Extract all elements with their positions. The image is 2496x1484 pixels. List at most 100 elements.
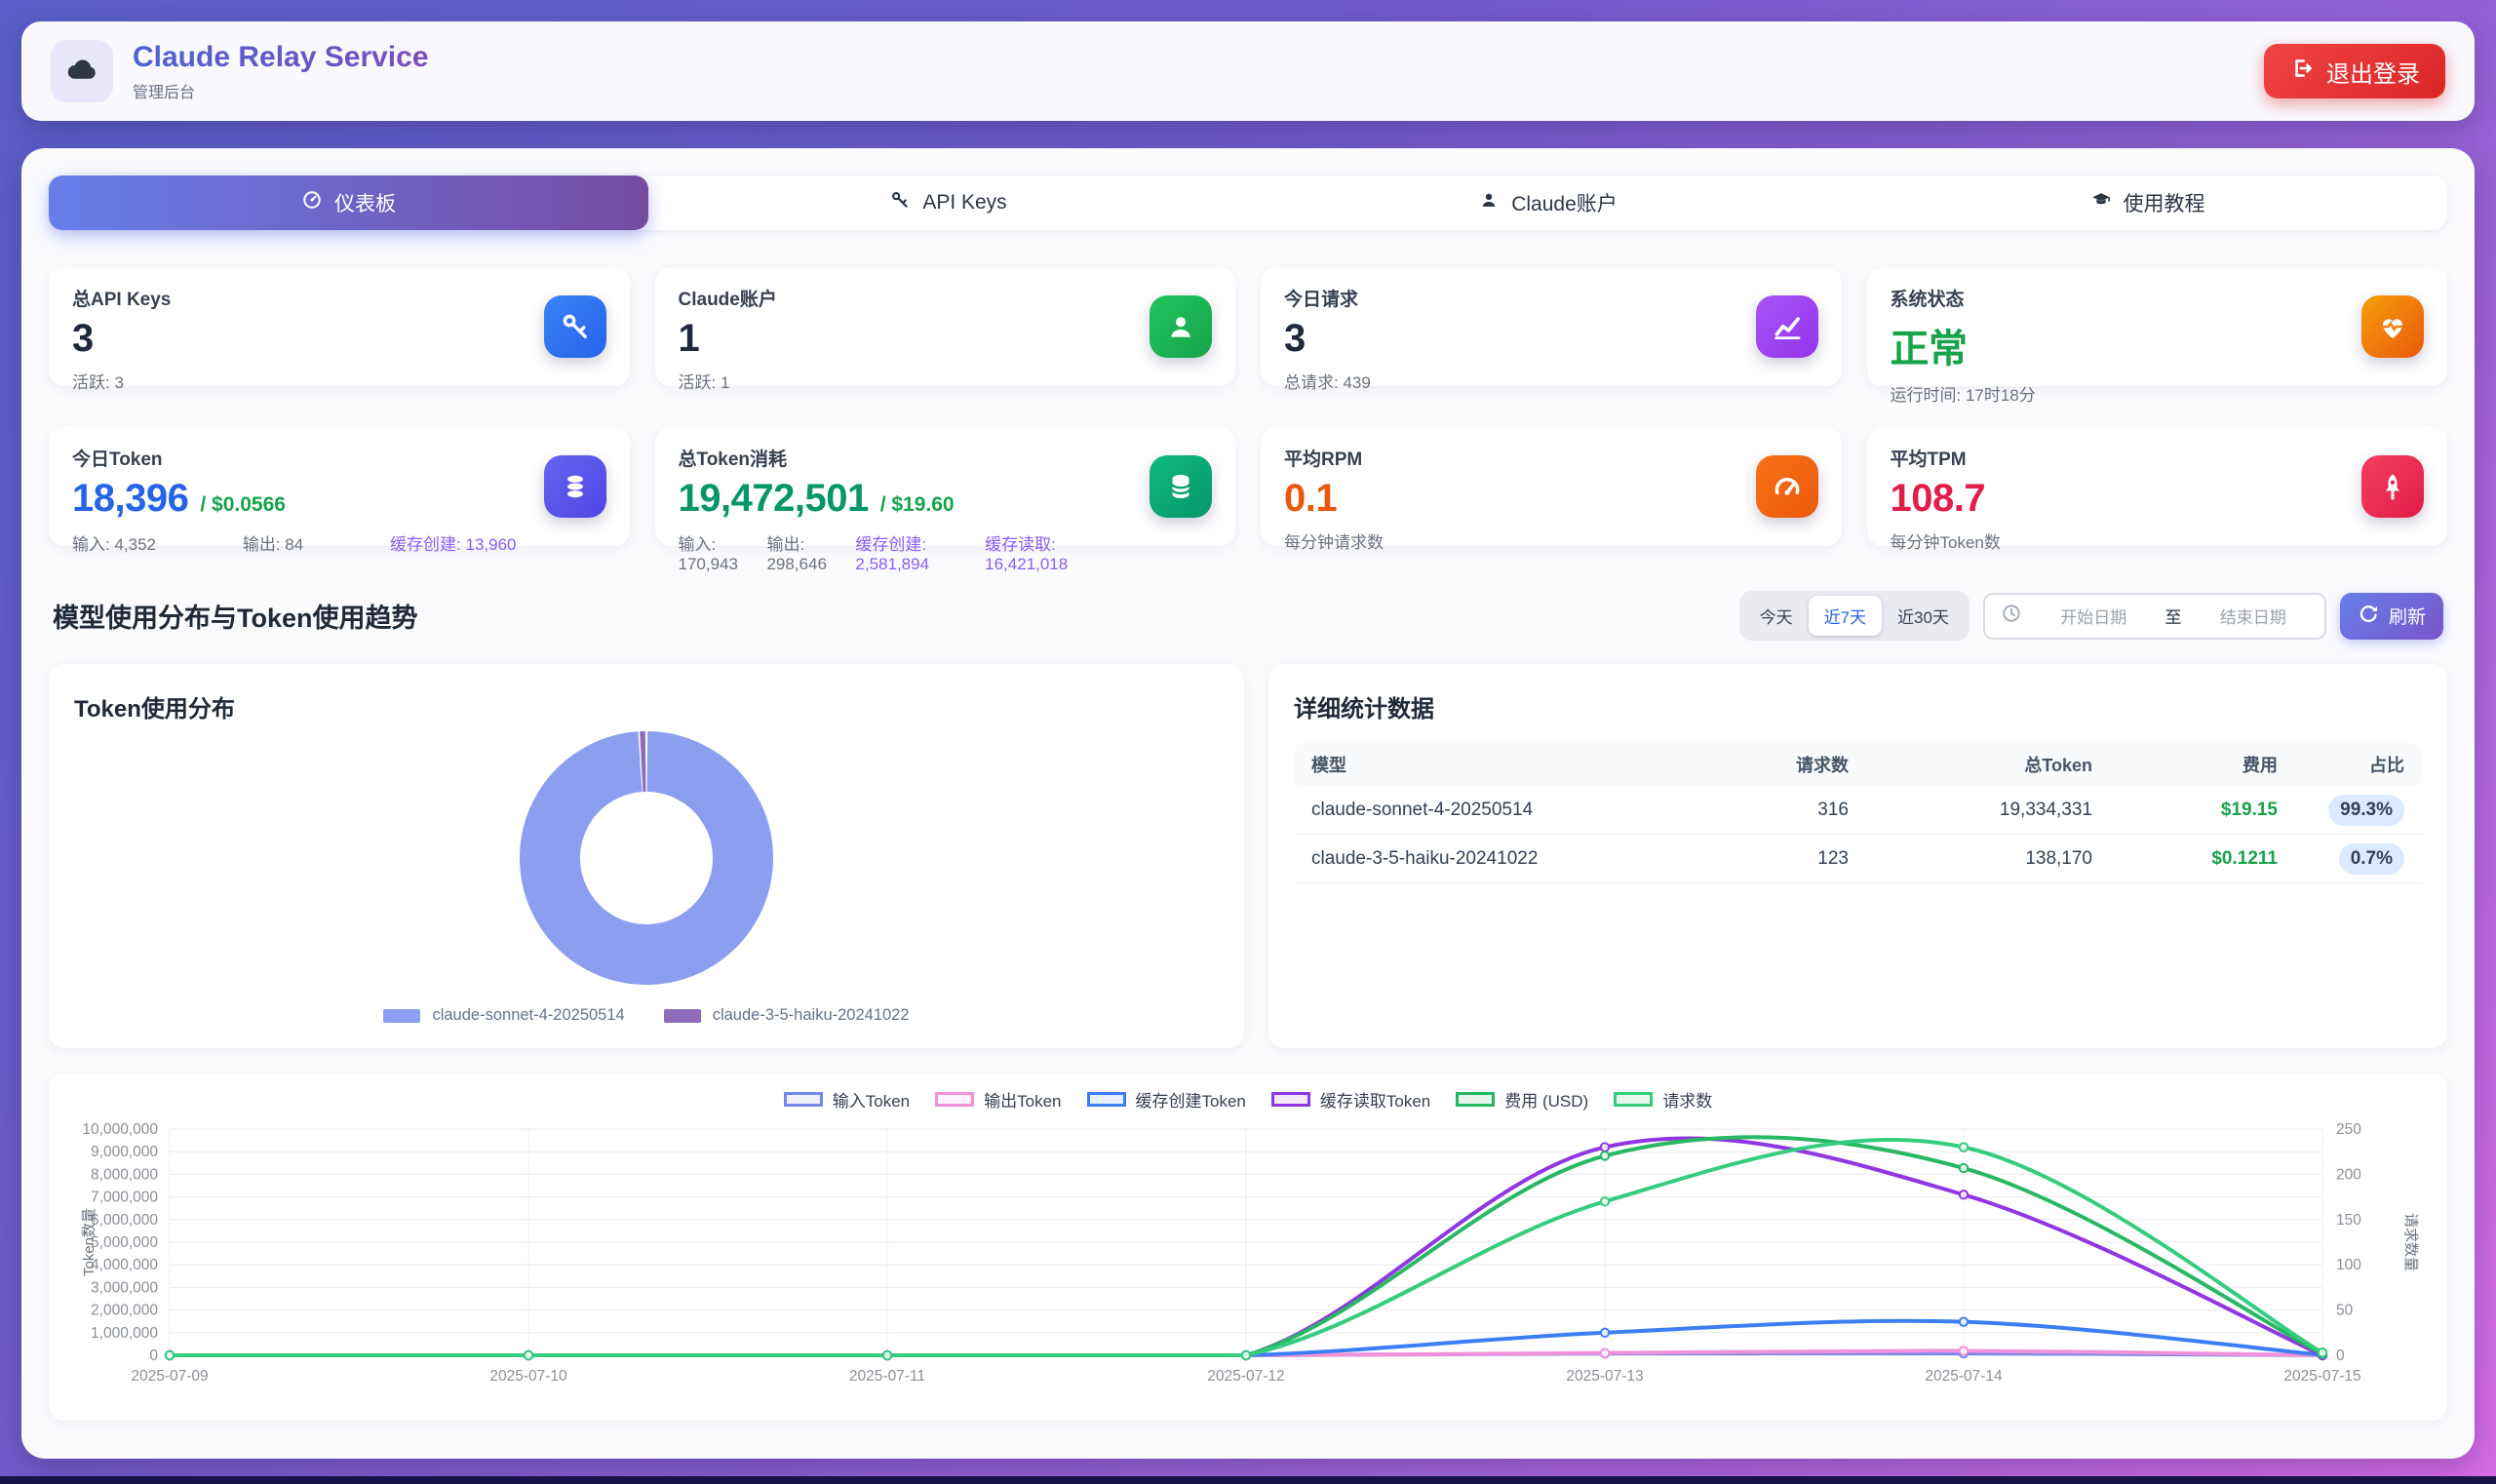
- stat-label: 平均RPM: [1284, 449, 1363, 470]
- cell-cost: $19.15: [2220, 799, 2278, 820]
- stat-sub: 活跃: 1: [678, 373, 730, 392]
- svg-text:2025-07-09: 2025-07-09: [131, 1368, 208, 1385]
- stat-value: 3: [72, 317, 94, 360]
- stat-sub: 输入: 170,943: [678, 535, 738, 573]
- stat-card-avg-rpm: 平均RPM 0.1 每分钟请求数: [1261, 427, 1842, 552]
- legend-swatch: [1456, 1092, 1496, 1107]
- column-header: 总Token: [2024, 756, 2092, 775]
- stat-value: 0.1: [1284, 477, 1338, 520]
- svg-text:请求数量: 请求数量: [2402, 1213, 2419, 1271]
- stat-label: 系统状态: [1890, 290, 1965, 310]
- table-header: 模型 请求数 总Token 费用 占比: [1294, 743, 2422, 786]
- svg-text:9,000,000: 9,000,000: [91, 1144, 158, 1160]
- stat-label: 总Token消耗: [678, 449, 788, 470]
- date-range-segmented: 今天 近7天 近30天: [1738, 591, 1970, 641]
- stat-sub: 输出: 84: [242, 535, 304, 554]
- svg-text:200: 200: [2336, 1166, 2361, 1183]
- range-last-7d[interactable]: 近7天: [1808, 596, 1883, 636]
- donut-legend-item[interactable]: claude-3-5-haiku-20241022: [663, 1006, 910, 1025]
- cell-requests: 123: [1817, 847, 1849, 869]
- stats-grid: 总API Keys 3 活跃: 3 Claude账户 1 活跃: 1 今日请求 3 总请求: 4…: [49, 267, 2447, 573]
- cell-total-tokens: 19,334,331: [1999, 799, 2092, 820]
- range-today[interactable]: 今天: [1759, 608, 1793, 627]
- cell-cost: $0.1211: [2211, 847, 2278, 869]
- page-bottom-strip: [0, 1476, 2496, 1484]
- stat-card-claude-accounts: Claude账户 1 活跃: 1: [654, 267, 1235, 392]
- donut-legend-item[interactable]: claude-sonnet-4-20250514: [383, 1006, 625, 1025]
- tab-dashboard[interactable]: 仪表板: [49, 176, 648, 230]
- stat-sub: 缓存创建: 13,960: [390, 535, 517, 554]
- trend-legend-item[interactable]: 输入Token: [783, 1087, 910, 1112]
- table-row: claude-3-5-haiku-20241022 123 138,170 $0.12…: [1294, 835, 2422, 883]
- coins-icon: [543, 455, 606, 518]
- stat-sub: 缓存创建: 2,581,894: [855, 535, 930, 573]
- svg-text:250: 250: [2336, 1121, 2361, 1138]
- svg-text:3,000,000: 3,000,000: [91, 1279, 158, 1296]
- stat-value: 19,472,501: [678, 477, 870, 520]
- stat-sub: 活跃: 3: [72, 373, 124, 392]
- svg-text:0: 0: [149, 1347, 158, 1364]
- custom-date-range[interactable]: 开始日期 至 结束日期: [1982, 592, 2326, 640]
- trend-legend-item[interactable]: 费用 (USD): [1456, 1087, 1588, 1112]
- stat-sub: 每分钟Token数: [1890, 533, 2001, 552]
- stat-sub: 缓存读取: 16,421,018: [985, 535, 1069, 573]
- database-icon: [1150, 455, 1212, 518]
- legend-label: 缓存创建Token: [1135, 1092, 1246, 1111]
- stat-label: 平均TPM: [1890, 449, 1967, 470]
- refresh-button[interactable]: 刷新: [2339, 592, 2443, 640]
- stat-card-system-status: 系统状态 正常 运行时间: 17时18分: [1866, 267, 2447, 405]
- svg-text:2025-07-15: 2025-07-15: [2283, 1368, 2360, 1385]
- start-date-input[interactable]: 开始日期: [2060, 608, 2127, 627]
- legend-swatch: [935, 1092, 975, 1107]
- rocket-icon: [2361, 455, 2424, 518]
- stat-card-avg-tpm: 平均TPM 108.7 每分钟Token数: [1866, 427, 2447, 552]
- stat-card-today-token: 今日Token 18,396 / $0.0566 输入: 4,352 输出: 84 缓存创…: [49, 427, 630, 554]
- stat-card-today-requests: 今日请求 3 总请求: 439: [1261, 267, 1842, 392]
- cell-total-tokens: 138,170: [2025, 847, 2092, 869]
- clock-icon: [2001, 603, 2022, 629]
- tab-api-keys[interactable]: API Keys: [648, 176, 1248, 230]
- stat-value: 1: [678, 317, 700, 360]
- trend-legend-item[interactable]: 请求数: [1614, 1087, 1712, 1112]
- legend-label: 输出Token: [984, 1092, 1062, 1111]
- svg-text:6,000,000: 6,000,000: [91, 1212, 158, 1229]
- stat-label: 今日Token: [72, 449, 163, 470]
- svg-text:5,000,000: 5,000,000: [91, 1234, 158, 1251]
- trend-chart: 0 1,000,000 2,000,000 3,000,000 4,000,000 5,0…: [81, 1121, 2419, 1385]
- stat-label: Claude账户: [678, 290, 777, 310]
- range-last-30d[interactable]: 近30天: [1897, 608, 1949, 627]
- svg-text:150: 150: [2336, 1212, 2361, 1229]
- tab-claude-accounts[interactable]: Claude账户: [1248, 176, 1848, 230]
- token-distribution-donut: [520, 731, 773, 985]
- end-date-input[interactable]: 结束日期: [2219, 608, 2286, 627]
- legend-swatch: [383, 1008, 421, 1023]
- heart-pulse-icon: [2361, 295, 2424, 358]
- column-header: 费用: [2242, 756, 2278, 775]
- cell-model: claude-3-5-haiku-20241022: [1311, 847, 1539, 869]
- legend-label: 缓存读取Token: [1319, 1092, 1431, 1111]
- main-content: 仪表板 API Keys Claude账户 使用教程 总API Keys 3 活跃: 3 C…: [21, 148, 2475, 1459]
- tab-tutorial[interactable]: 使用教程: [1848, 176, 2447, 230]
- tab-label: Claude账户: [1511, 193, 1618, 215]
- svg-text:8,000,000: 8,000,000: [91, 1166, 158, 1183]
- grad-cap-icon: [2090, 189, 2112, 216]
- svg-text:1,000,000: 1,000,000: [91, 1325, 158, 1342]
- cell-share: 99.3%: [2278, 794, 2404, 826]
- table-row: claude-sonnet-4-20250514 316 19,334,331 $19…: [1294, 786, 2422, 835]
- token-distribution-panel: Token使用分布 claude-sonnet-4-20250514 claude…: [49, 664, 1244, 1048]
- logout-button[interactable]: 退出登录: [2264, 44, 2445, 98]
- trend-legend-item[interactable]: 输出Token: [935, 1087, 1062, 1112]
- user-icon: [1150, 295, 1212, 358]
- key-icon: [889, 189, 911, 216]
- legend-swatch: [1614, 1092, 1654, 1107]
- tab-label: 仪表板: [334, 193, 396, 215]
- svg-text:2025-07-14: 2025-07-14: [1925, 1368, 2003, 1385]
- legend-swatch: [1086, 1092, 1126, 1107]
- stat-label: 今日请求: [1284, 290, 1359, 310]
- trend-legend-item[interactable]: 缓存读取Token: [1270, 1087, 1431, 1112]
- trend-legend-item[interactable]: 缓存创建Token: [1086, 1087, 1246, 1112]
- column-header: 占比: [2369, 756, 2404, 775]
- svg-text:50: 50: [2336, 1303, 2354, 1319]
- cloud-icon: [64, 52, 99, 92]
